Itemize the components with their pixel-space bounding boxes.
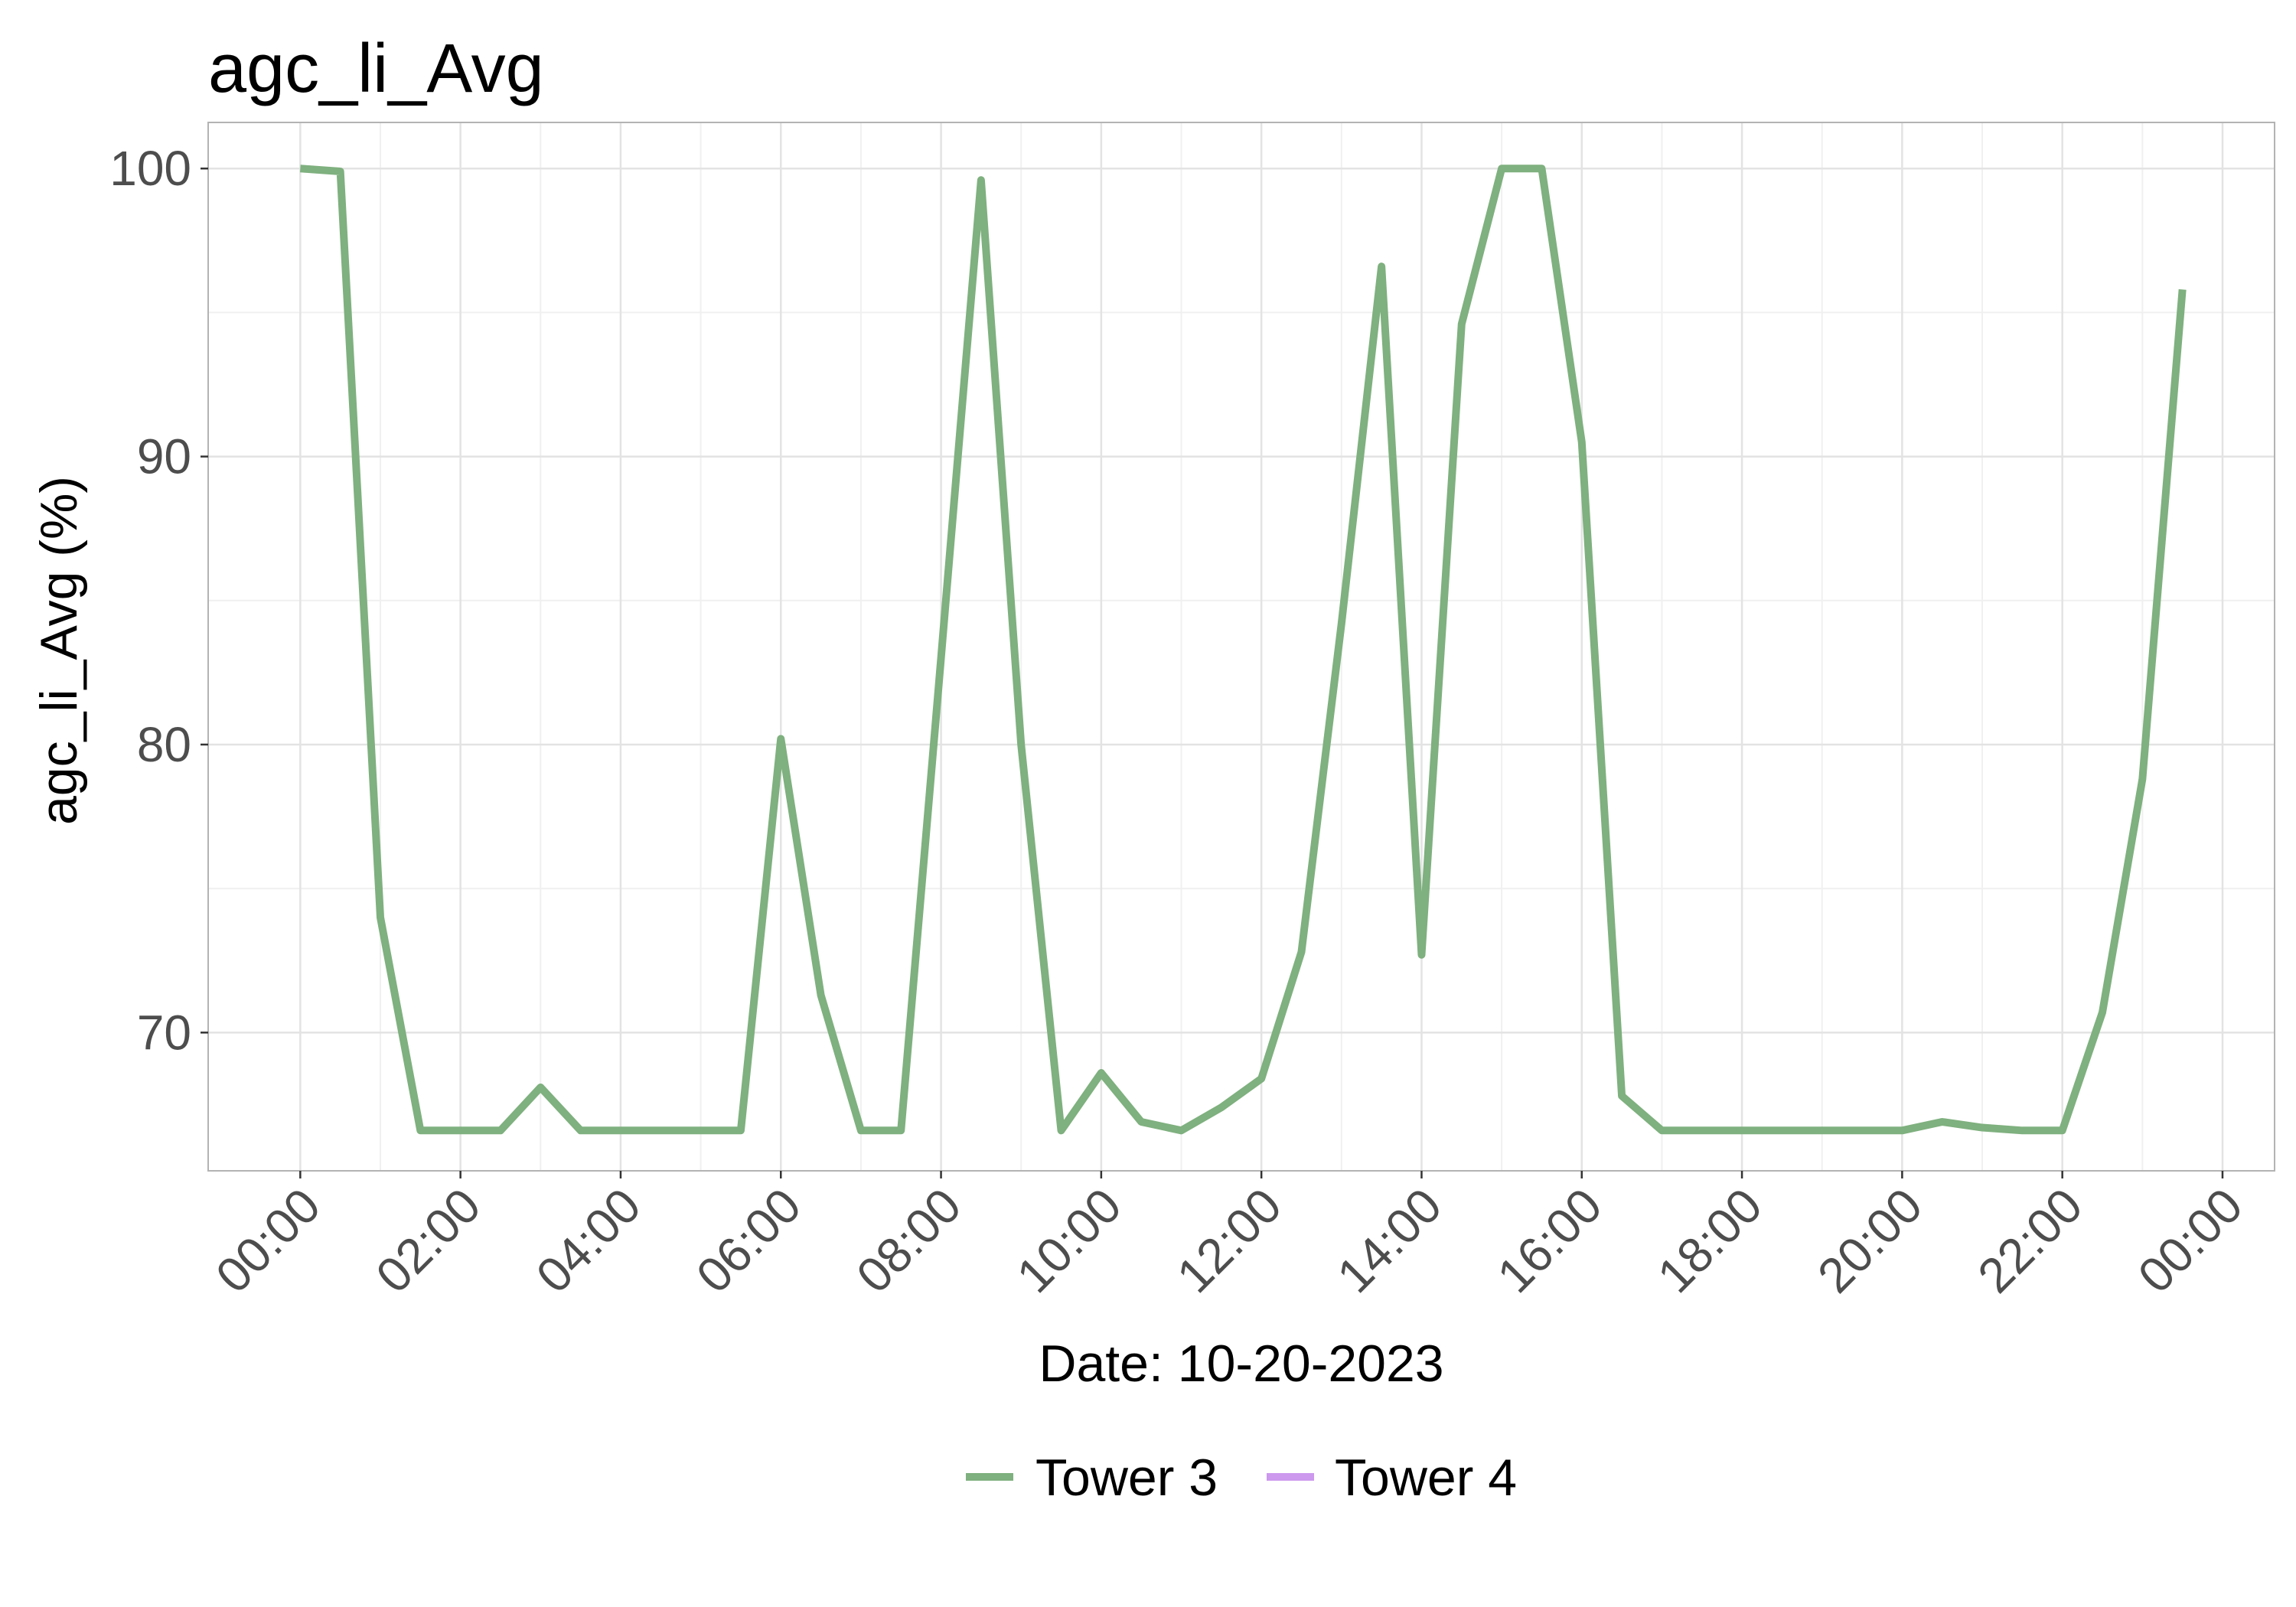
x-axis: 00:00 02:00 04:00 06:00 08:00 10:00 12:00 14:00… (205, 1171, 2253, 1303)
x-tick-label: 06:00 (686, 1178, 811, 1303)
x-axis-title: Date: 10-20-2023 (1039, 1335, 1443, 1393)
y-tick-label: 70 (137, 1005, 191, 1060)
x-tick-label: 12:00 (1166, 1178, 1292, 1303)
panel-border (207, 122, 2275, 1172)
x-tick-label: 14:00 (1326, 1178, 1452, 1303)
legend-label-tower-4: Tower 4 (1335, 1449, 1517, 1507)
x-tick-label: 04:00 (526, 1178, 651, 1303)
x-tick-label: 22:00 (1967, 1178, 2092, 1303)
series-line-tower-3 (299, 165, 2187, 1135)
y-axis-title: agc_li_Avg (%) (30, 476, 88, 825)
legend-label-tower-3: Tower 3 (1035, 1449, 1218, 1507)
x-tick-label: 00:00 (2128, 1178, 2253, 1303)
x-tick-label: 20:00 (1807, 1178, 1932, 1303)
y-tick-label: 90 (137, 429, 191, 484)
x-tick-label: 08:00 (846, 1178, 971, 1303)
x-tick-label: 02:00 (365, 1178, 491, 1303)
chart-title: agc_li_Avg (208, 31, 544, 107)
series-layer (299, 165, 2187, 1135)
y-axis: 70 80 90 100 (109, 141, 208, 1060)
y-tick-label: 100 (109, 141, 191, 196)
legend: Tower 3 Tower 4 (966, 1449, 1517, 1507)
grid-major (208, 122, 2275, 1171)
x-tick-label: 16:00 (1487, 1178, 1613, 1303)
grid-minor (208, 122, 2275, 1171)
x-tick-label: 00:00 (205, 1178, 331, 1303)
x-tick-label: 18:00 (1647, 1178, 1773, 1303)
y-tick-label: 80 (137, 717, 191, 772)
x-tick-label: 10:00 (1006, 1178, 1132, 1303)
